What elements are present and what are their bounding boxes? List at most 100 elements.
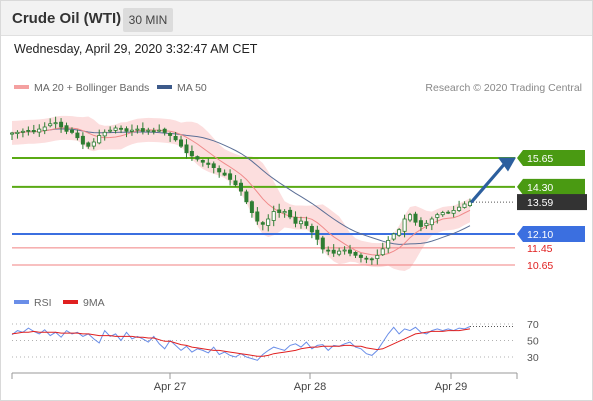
candle-body xyxy=(375,254,380,259)
candle-body xyxy=(135,128,140,131)
forecast-arrow-shaft xyxy=(470,162,506,204)
candle-body xyxy=(429,218,434,226)
rsi-panel: 70 50 30 xyxy=(11,319,539,364)
candle-body xyxy=(386,239,391,249)
candle-body xyxy=(37,128,42,133)
candle-body xyxy=(467,201,472,206)
candle-body xyxy=(342,249,347,252)
candle-body xyxy=(337,250,342,255)
current-price-label: 13.59 xyxy=(527,197,553,209)
candle-body xyxy=(173,135,178,141)
research-credit: Research © 2020 Trading Central xyxy=(425,82,582,94)
candle-body xyxy=(108,129,113,132)
candle-body xyxy=(255,211,260,222)
level-label: 10.65 xyxy=(527,260,553,272)
candle-body xyxy=(129,129,134,132)
candle-body xyxy=(288,209,293,218)
level-label: 14.30 xyxy=(527,182,553,194)
candle-body xyxy=(451,209,456,214)
rsi-tick-label: 30 xyxy=(527,352,539,364)
candle-body xyxy=(457,206,462,211)
candle-body xyxy=(168,132,173,136)
rsi-ma-line xyxy=(11,328,471,357)
candle-body xyxy=(70,129,75,133)
candle-body xyxy=(364,257,369,260)
level-tag xyxy=(517,225,585,242)
level-label: 11.45 xyxy=(527,243,553,255)
rsi-tick-label: 70 xyxy=(527,319,539,331)
candle-body xyxy=(184,144,189,154)
timestamp: Wednesday, April 29, 2020 3:32:47 AM CET xyxy=(14,42,258,56)
candle-body xyxy=(358,254,363,258)
candle-body xyxy=(200,159,205,163)
forecast-arrow-layer xyxy=(470,157,516,204)
ma20-legend-label: MA 20 + Bollinger Bands xyxy=(34,82,149,94)
candle-body xyxy=(75,132,80,139)
level-lines-layer xyxy=(12,157,515,266)
candle-body xyxy=(217,168,222,173)
candle-body xyxy=(249,201,254,213)
candle-body xyxy=(124,128,129,132)
candle-body xyxy=(380,248,385,256)
legend-ma20: MA 20 + Bollinger Bands xyxy=(14,82,149,94)
candle-body xyxy=(162,128,167,133)
forecast-arrow-head xyxy=(498,157,516,172)
candle-body xyxy=(293,216,298,224)
ma50-legend-label: MA 50 xyxy=(177,82,207,94)
candle-body xyxy=(260,222,265,225)
candle-body xyxy=(238,182,243,192)
candle-body xyxy=(140,128,145,132)
candle-body xyxy=(26,129,31,132)
candle-body xyxy=(282,211,287,214)
candle-body xyxy=(277,209,282,213)
candle-body xyxy=(48,123,53,127)
ma20-line xyxy=(11,127,471,256)
candle-body xyxy=(31,129,36,133)
candle-body xyxy=(64,125,69,132)
candle-body xyxy=(320,237,325,250)
candle-body xyxy=(113,127,118,131)
candle-body xyxy=(402,218,407,232)
candle-body xyxy=(206,162,211,165)
candle-body xyxy=(353,251,358,256)
time-axis: Apr 27 Apr 28 Apr 29 xyxy=(11,372,518,393)
rsi-swatch xyxy=(14,300,29,304)
candle-body xyxy=(15,131,20,135)
level-label: 15.65 xyxy=(527,153,553,165)
candle-body xyxy=(244,191,249,203)
candle-body xyxy=(178,139,183,147)
time-axis-label: Apr 28 xyxy=(294,381,326,393)
ma50-swatch xyxy=(157,85,172,89)
ma20-swatch xyxy=(14,85,29,89)
candle-body xyxy=(309,225,314,233)
level-labels-layer: 15.65 14.30 12.10 11.45 10.65 13.59 xyxy=(517,150,587,272)
rsi-tick-label: 50 xyxy=(527,336,539,348)
rsi-ma-legend-label: 9MA xyxy=(83,297,105,309)
current-price-tag xyxy=(517,194,587,211)
time-axis-label: Apr 27 xyxy=(154,381,186,393)
candle-body xyxy=(9,132,14,135)
candle-body xyxy=(418,220,423,227)
candle-body xyxy=(42,126,47,131)
timeframe-badge[interactable]: 30 MIN xyxy=(123,8,173,32)
candle-body xyxy=(233,180,238,186)
candle-body xyxy=(304,221,309,226)
legend-rsi-ma: 9MA xyxy=(63,297,105,309)
candle-body xyxy=(228,173,233,180)
candle-body xyxy=(91,141,96,147)
rsi-ma-swatch xyxy=(63,300,78,304)
candle-body xyxy=(397,229,402,236)
candle-body xyxy=(211,163,216,169)
candle-body xyxy=(266,218,271,226)
candle-body xyxy=(347,249,352,254)
candle-body xyxy=(424,222,429,227)
candle-body xyxy=(119,127,124,130)
level-tag xyxy=(517,178,585,195)
candle-body xyxy=(298,220,303,225)
rsi-line xyxy=(11,326,471,361)
candle-body xyxy=(102,131,107,137)
candle-layer xyxy=(9,116,472,265)
candle-body xyxy=(391,233,396,240)
